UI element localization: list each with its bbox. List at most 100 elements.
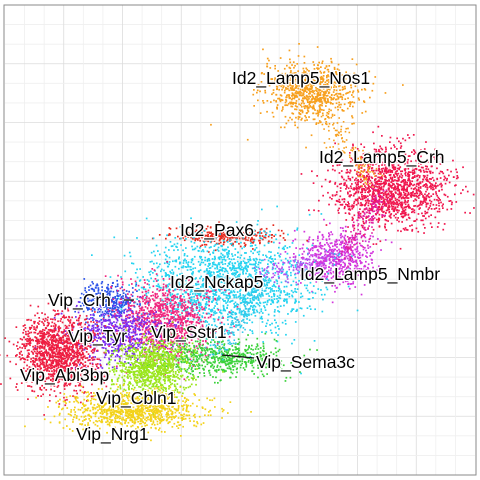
data-point <box>440 201 442 204</box>
data-point <box>368 207 371 210</box>
data-point <box>412 134 415 136</box>
data-point <box>439 199 441 201</box>
data-point <box>356 148 359 150</box>
data-point <box>289 72 292 74</box>
data-point <box>223 258 225 261</box>
data-point <box>390 192 393 194</box>
data-point <box>194 247 197 250</box>
data-point <box>249 232 252 234</box>
data-point <box>233 272 236 274</box>
data-point <box>327 98 329 100</box>
data-point <box>325 239 328 241</box>
data-point <box>225 289 228 292</box>
data-point <box>370 258 373 261</box>
data-point <box>274 286 277 288</box>
data-point <box>365 249 367 252</box>
data-point <box>232 290 235 292</box>
data-point <box>169 241 172 243</box>
data-point <box>224 300 226 302</box>
data-point <box>275 321 277 324</box>
data-point <box>231 320 234 322</box>
data-point <box>372 198 374 200</box>
data-point <box>306 307 309 309</box>
data-point <box>338 183 341 186</box>
data-point <box>222 309 225 312</box>
data-point <box>140 286 143 289</box>
data-point <box>296 96 298 98</box>
data-point <box>207 233 209 236</box>
data-point <box>327 272 329 275</box>
data-point <box>370 184 373 187</box>
data-point <box>404 153 407 156</box>
data-point <box>231 255 234 257</box>
data-point <box>322 78 325 81</box>
data-point <box>162 304 165 306</box>
data-point <box>244 231 246 233</box>
data-point <box>279 98 281 101</box>
data-point <box>134 301 137 304</box>
data-point <box>306 269 308 272</box>
data-point <box>262 48 264 51</box>
data-point <box>337 158 340 160</box>
data-point <box>418 161 420 163</box>
data-point <box>425 178 427 181</box>
data-point <box>240 325 242 328</box>
data-point <box>384 202 386 204</box>
data-point <box>336 276 339 278</box>
data-point <box>307 80 310 83</box>
data-point <box>116 279 118 282</box>
data-point <box>197 298 199 301</box>
data-point <box>232 234 234 236</box>
data-point <box>261 274 264 276</box>
data-point <box>239 289 242 291</box>
data-point <box>267 263 269 265</box>
data-point <box>334 183 336 185</box>
data-point <box>292 61 295 63</box>
data-point <box>344 273 347 276</box>
data-point <box>309 88 312 90</box>
data-point <box>384 198 386 201</box>
data-point <box>418 182 421 185</box>
data-point <box>348 287 351 290</box>
data-point <box>316 46 319 48</box>
data-point <box>434 187 437 189</box>
data-point <box>411 230 413 232</box>
data-point <box>294 72 297 74</box>
data-point <box>312 74 315 77</box>
data-point <box>404 181 406 184</box>
data-point <box>417 195 420 197</box>
data-point <box>374 179 376 181</box>
data-point <box>210 235 212 237</box>
data-point <box>368 212 371 214</box>
data-point <box>235 236 237 238</box>
data-point <box>236 260 239 263</box>
data-point <box>312 101 315 103</box>
data-point <box>251 244 253 247</box>
data-point <box>404 164 407 167</box>
data-point <box>342 81 345 83</box>
data-point <box>242 298 244 301</box>
data-point <box>366 180 369 183</box>
data-point <box>215 229 218 232</box>
data-point <box>307 240 310 243</box>
data-point <box>363 146 366 148</box>
data-point <box>359 256 362 259</box>
data-point <box>269 324 271 326</box>
data-point <box>195 233 197 236</box>
data-point <box>259 90 261 93</box>
data-point <box>229 239 231 241</box>
data-point <box>243 225 246 228</box>
data-point <box>323 268 325 270</box>
data-point <box>223 282 226 284</box>
data-point <box>361 88 363 91</box>
data-point <box>244 243 247 246</box>
data-point <box>317 113 320 115</box>
data-point <box>234 234 237 236</box>
data-point <box>411 151 413 153</box>
data-point <box>287 274 289 277</box>
data-point <box>364 191 367 194</box>
data-point <box>276 86 279 88</box>
data-point <box>448 174 450 177</box>
data-point <box>322 275 324 278</box>
data-point <box>275 100 277 102</box>
